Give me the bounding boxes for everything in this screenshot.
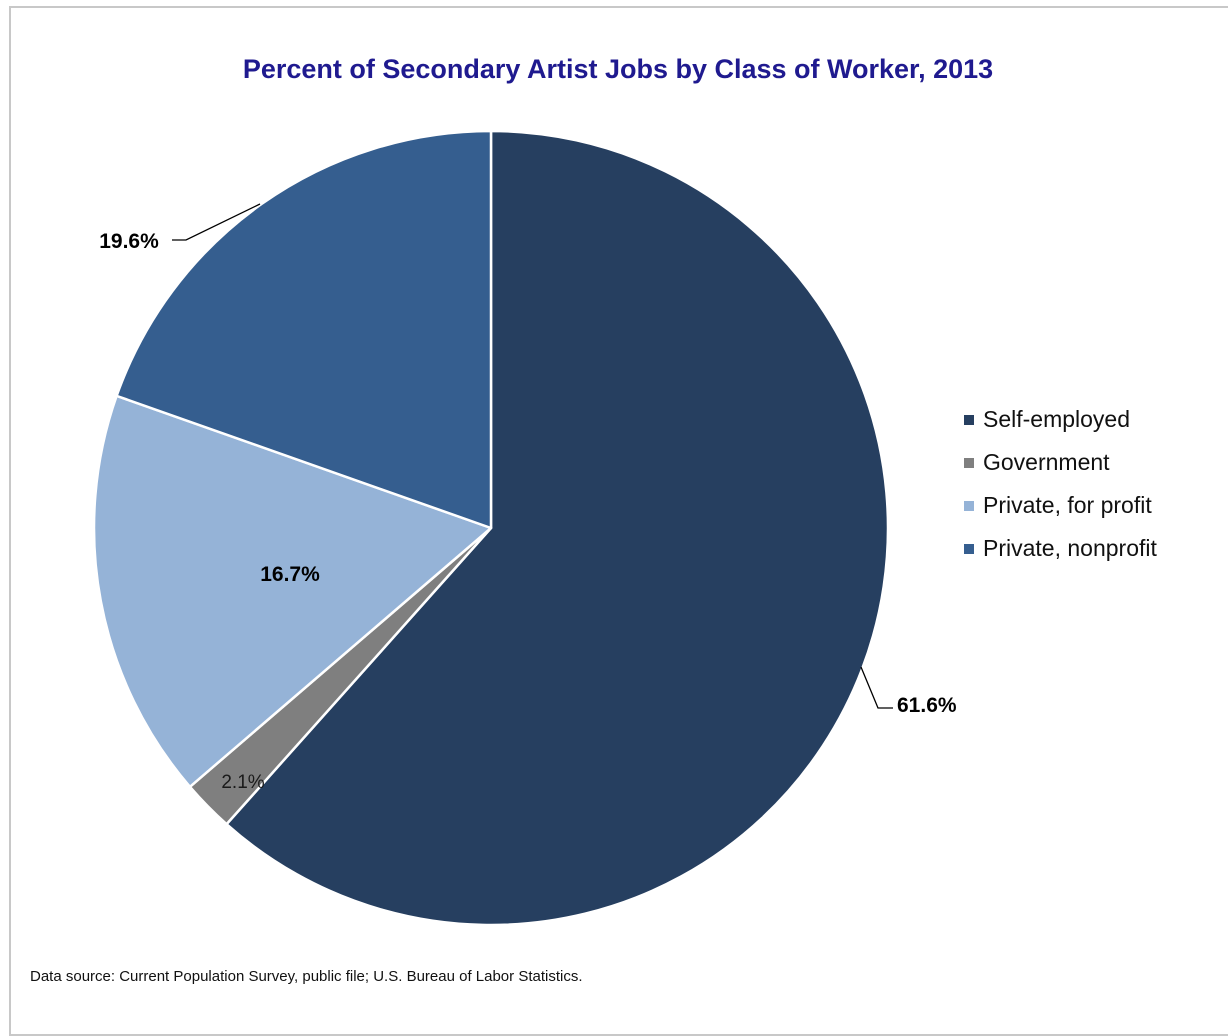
chart-title: Percent of Secondary Artist Jobs by Clas… [242,54,994,84]
legend-item-private-nonprofit: Private, nonprofit [964,527,1157,570]
legend-swatch [964,457,974,468]
data-label-self-employed: 61.6% [897,694,957,717]
legend-item-government: Government [964,441,1157,484]
leader-line-self-employed [860,666,893,709]
pie-slice-private-nonprofit [115,129,493,530]
data-label-government: 2.1% [221,772,264,793]
slice-labels: 61.6% 2.1% 16.7% 19.6% [99,230,957,793]
legend-item-private-for-profit: Private, for profit [964,484,1157,527]
data-label-private-for-profit: 16.7% [260,563,320,586]
legend-swatch [964,414,974,425]
legend: Self-employed Government Private, for pr… [964,398,1157,570]
legend-swatch [964,543,974,554]
data-source-note: Data source: Current Population Survey, … [30,968,583,985]
legend-label: Government [983,449,1110,475]
leader-lines [172,203,893,709]
legend-item-self-employed: Self-employed [964,398,1157,441]
pie-slices [92,129,890,927]
legend-label: Private, for profit [983,492,1152,518]
legend-swatch [964,500,974,511]
legend-label: Private, nonprofit [983,535,1157,561]
leader-line-private-nonprofit [172,203,261,241]
legend-label: Self-employed [983,406,1131,432]
data-label-private-nonprofit: 19.6% [99,230,159,253]
